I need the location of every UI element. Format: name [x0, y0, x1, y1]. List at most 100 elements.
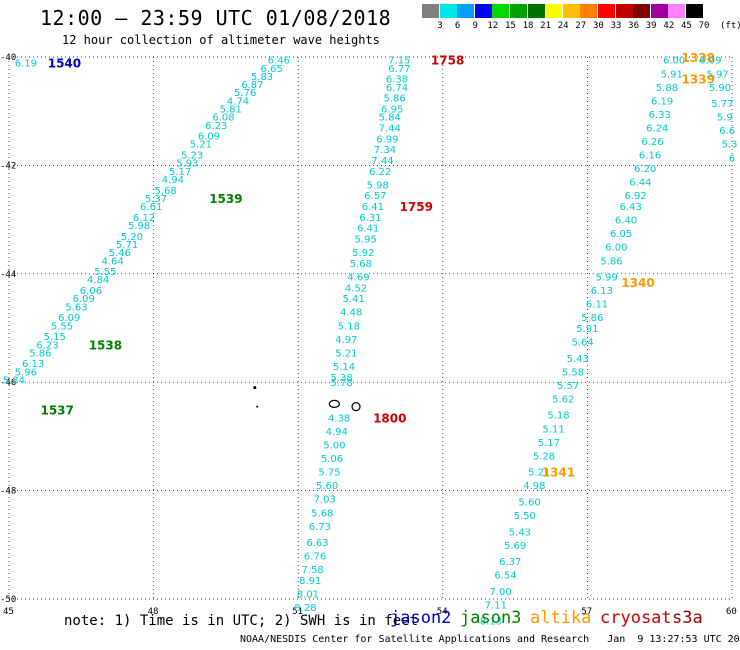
legend-label: 36	[628, 21, 640, 31]
wave-height-value: 6.77	[388, 64, 410, 75]
wave-height-value: 5.06	[321, 454, 343, 465]
lon-tick-label: 45	[3, 607, 14, 617]
wave-height-value: 5.98	[367, 180, 389, 191]
wave-height-value: 5.95	[355, 235, 377, 246]
wave-height-value: 7.44	[371, 156, 393, 167]
wave-height-value: 6.13	[591, 286, 613, 297]
legend-label: 39	[645, 21, 657, 31]
pass-time-label: 1341	[542, 466, 575, 480]
island-shape	[253, 386, 257, 390]
wave-height-value: 6.87	[241, 80, 263, 91]
wave-height-value: 5.9	[717, 113, 733, 124]
wave-height-value: 6.24	[646, 123, 668, 134]
wave-height-value: 5.21	[335, 348, 357, 359]
wave-height-value: 6.16	[639, 151, 661, 162]
legend-label: 70	[698, 21, 710, 31]
satellite-key-jason3: jason3	[460, 608, 522, 628]
wave-height-value: 5.76	[234, 88, 256, 99]
wave-height-value: 7.15	[388, 56, 410, 67]
wave-height-value: 5.21	[190, 140, 212, 151]
wave-height-value: 5.84	[379, 113, 401, 124]
pass-time-label: 1338	[682, 51, 715, 65]
wave-height-value: 6.63	[306, 538, 328, 549]
wave-height-value: 6.33	[649, 110, 671, 121]
wave-height-value: 5.99	[596, 273, 618, 284]
footer-note: note: 1) Time is in UTC; 2) SWH is in fe…	[64, 613, 419, 629]
wave-height-value: 5.68	[350, 259, 372, 270]
wave-height-value: 6.41	[357, 224, 379, 235]
legend-label: 45	[680, 21, 692, 31]
map-canvas: -40 -42 -44 -46 -48 -50 45 48 51 54 57 60 6.19 1540 6.…	[0, 51, 738, 628]
wave-height-value: 5.50	[514, 511, 536, 522]
wave-height-value: 4.97	[335, 335, 357, 346]
lat-tick-label: -44	[0, 270, 16, 280]
legend-label: 24	[557, 21, 569, 31]
wave-height-value: 5.97	[706, 69, 728, 80]
island-shape	[256, 405, 259, 408]
wave-height-value: 5.98	[128, 221, 150, 232]
wave-height-value: 6.22	[369, 167, 391, 178]
legend-swatch	[510, 4, 527, 18]
wave-height-value: 6.31	[359, 213, 381, 224]
wave-height-value: 5.55	[94, 267, 116, 278]
wave-height-value: 7.03	[314, 495, 336, 506]
wave-height-value: 6.37	[499, 557, 521, 568]
wave-height-value: 5.69	[504, 541, 526, 552]
wave-height-value: 4.94	[162, 175, 184, 186]
lat-tick-label: -40	[0, 53, 16, 63]
wave-height-value: 5.62	[552, 394, 574, 405]
legend-swatch	[650, 4, 668, 18]
wave-height-value: 5.46	[109, 248, 131, 259]
lat-tick-label: -48	[0, 487, 16, 497]
wave-height-value: 8.01	[297, 590, 319, 601]
wave-height-value: 5.57	[557, 381, 579, 392]
wave-height-value: 6.40	[615, 216, 637, 227]
legend-label: 33	[610, 21, 622, 31]
wave-height-value: 6.38	[386, 75, 408, 86]
wave-height-value: 5.38	[330, 373, 352, 384]
wave-height-value: 7.44	[379, 123, 401, 134]
satellite-key-s3a: s3a	[672, 608, 703, 628]
wave-height-value: 6.54	[494, 571, 516, 582]
legend-swatch	[474, 4, 492, 18]
pass-time-label: 1340	[621, 276, 654, 290]
wave-height-value: 6.41	[362, 202, 384, 213]
wave-height-value: 5.17	[169, 167, 191, 178]
wave-height-value: 5.00	[323, 441, 345, 452]
satellite-key-jason2: jason2	[390, 608, 452, 628]
wave-height-value: 5.86	[29, 348, 51, 359]
pass-time-label: 1339	[682, 73, 715, 87]
wave-height-value: 6.99	[376, 134, 398, 145]
wave-height-value: 6.57	[364, 191, 386, 202]
wave-height-value: 5.71	[116, 240, 138, 251]
wave-height-value: 5.68	[155, 186, 177, 197]
wave-height-value: 7.11	[485, 600, 507, 611]
wave-height-value: 8.13	[480, 617, 502, 628]
wave-height-value: 5.37	[145, 194, 167, 205]
wave-height-value: 6.46	[268, 56, 290, 67]
wave-height-value: 5.86	[581, 313, 603, 324]
wave-height-value: 5.43	[509, 527, 531, 538]
wave-height-value: 5.78	[330, 378, 352, 389]
wave-height-value: 6.61	[140, 202, 162, 213]
wave-height-value: 4.69	[347, 273, 369, 284]
wave-height-value: 6.09	[58, 313, 80, 324]
wave-height-value: 6.95	[381, 104, 403, 115]
wave-height-value: 6.13	[22, 359, 44, 370]
wave-height-value: 5.11	[543, 424, 565, 435]
wave-height-value: 5.75	[318, 468, 340, 479]
wave-height-value: 6.00	[663, 56, 685, 67]
wave-height-value: 5.41	[342, 294, 364, 305]
wave-height-value: 5.55	[51, 321, 73, 332]
wave-height-value: 6.43	[620, 202, 642, 213]
wave-height-value: 5.18	[338, 321, 360, 332]
legend-swatch	[492, 4, 510, 18]
legend-swatch	[562, 4, 580, 18]
wave-height-value: 4.48	[340, 308, 362, 319]
wave-height-value: 5.18	[547, 411, 569, 422]
legend-label: 42	[663, 21, 675, 31]
wave-height-value: 6.11	[586, 300, 608, 311]
wave-height-value: 5.58	[562, 367, 584, 378]
legend-swatch	[598, 4, 615, 18]
wave-height-value: 6.09	[73, 294, 95, 305]
